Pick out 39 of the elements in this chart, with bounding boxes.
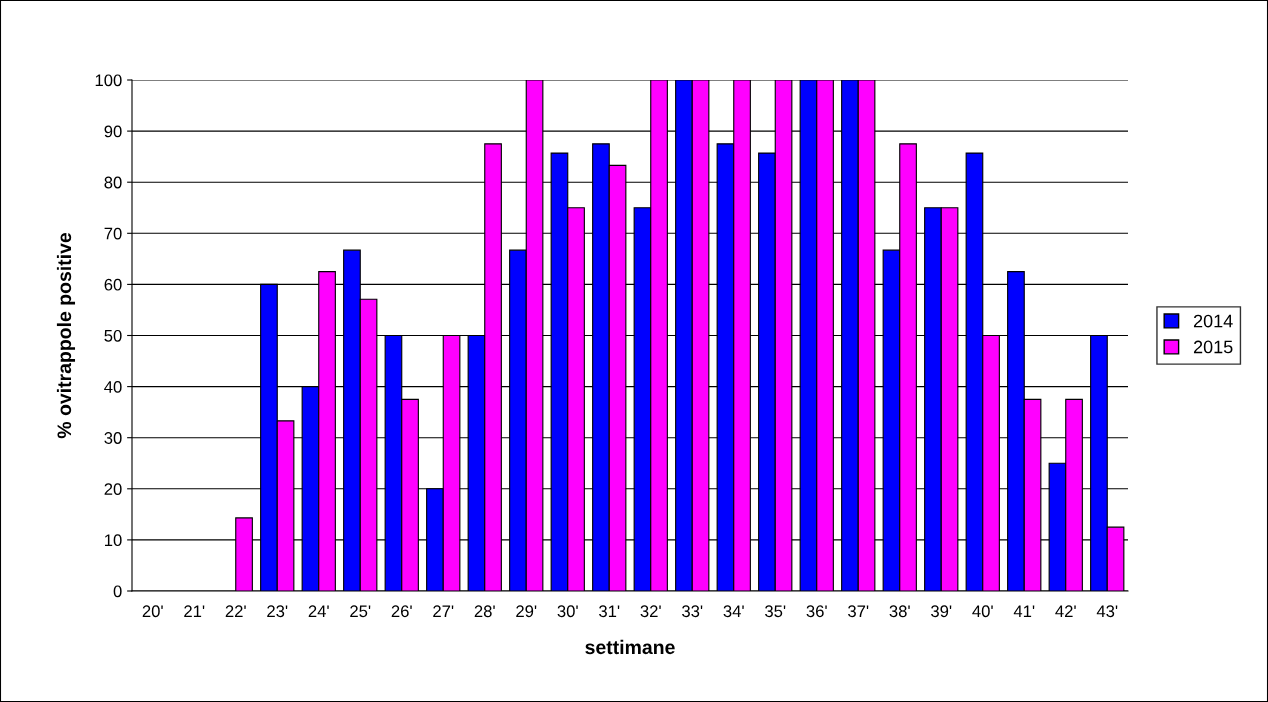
y-tick-label: 90 bbox=[104, 125, 122, 138]
x-tick-label: 30' bbox=[557, 605, 578, 618]
x-tick-label: 33' bbox=[682, 605, 703, 618]
x-tick-label: 39' bbox=[931, 605, 952, 618]
legend-label: 2014 bbox=[1193, 314, 1233, 328]
x-tick-label: 22' bbox=[225, 605, 246, 617]
x-tick-label: 21' bbox=[184, 605, 205, 617]
x-tick-label: 35' bbox=[765, 605, 786, 618]
y-tick-label: 40 bbox=[104, 381, 122, 393]
x-tick-label: 27' bbox=[433, 605, 454, 617]
x-tick-label: 37' bbox=[848, 605, 869, 618]
y-tick-label: 20 bbox=[104, 483, 122, 495]
y-tick-label: 0 bbox=[113, 585, 122, 598]
y-tick-label: 70 bbox=[104, 227, 122, 240]
y-tick-label: 100 bbox=[95, 74, 122, 87]
x-tick-label: 23' bbox=[267, 605, 288, 618]
x-tick-label: 20' bbox=[142, 605, 163, 618]
x-tick-label: 29' bbox=[516, 605, 537, 618]
x-tick-label: 41' bbox=[1013, 605, 1035, 617]
y-tick-label: 80 bbox=[104, 176, 122, 189]
y-tick-label: 50 bbox=[104, 329, 122, 342]
legend-label: 2015 bbox=[1193, 340, 1233, 354]
x-tick-label: 26' bbox=[391, 605, 412, 618]
y-tick-label: 60 bbox=[104, 278, 122, 291]
y-tick-label: 30 bbox=[104, 432, 122, 444]
x-tick-label: 34' bbox=[723, 605, 744, 618]
x-tick-label: 42' bbox=[1055, 605, 1076, 617]
x-axis-title: settimane bbox=[585, 639, 675, 655]
x-tick-label: 38' bbox=[889, 605, 910, 618]
x-tick-label: 28' bbox=[474, 605, 495, 618]
y-axis-title: % ovitrappole positive bbox=[56, 232, 76, 439]
x-tick-label: 43' bbox=[1096, 605, 1118, 618]
x-tick-label: 25' bbox=[350, 605, 371, 618]
x-tick-label: 31' bbox=[599, 605, 620, 618]
x-tick-label: 24' bbox=[308, 605, 329, 617]
y-tick-label: 10 bbox=[105, 534, 122, 547]
x-tick-label: 32' bbox=[640, 605, 661, 618]
x-tick-label: 40' bbox=[972, 605, 993, 618]
x-tick-label: 36' bbox=[806, 605, 827, 618]
